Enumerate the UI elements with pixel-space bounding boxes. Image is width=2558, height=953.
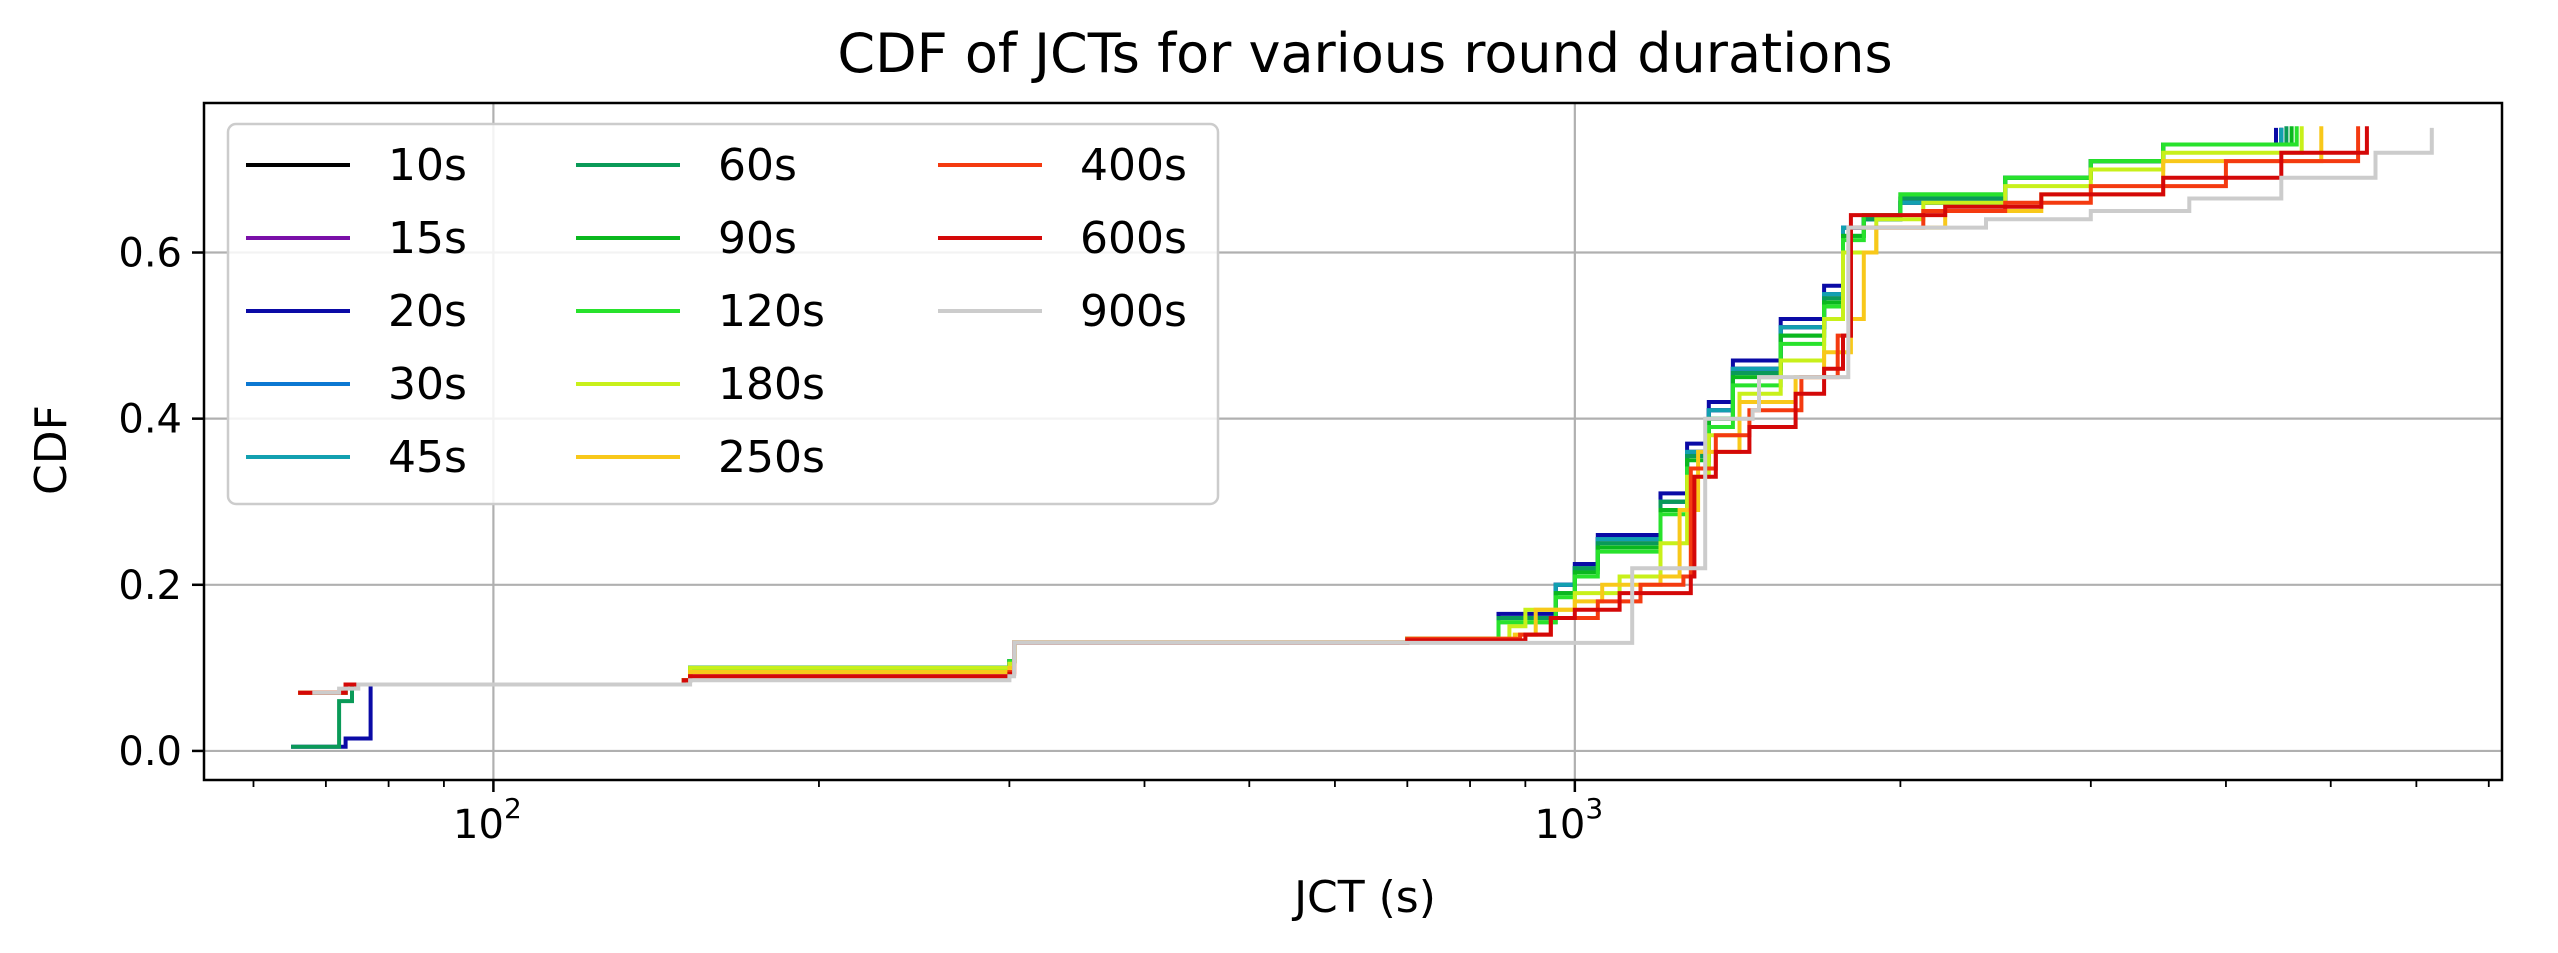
legend-box	[226, 122, 1220, 506]
legend-label-120s: 120s	[718, 286, 825, 337]
legend-label-400s: 400s	[1080, 140, 1187, 191]
legend-label-180s: 180s	[718, 359, 825, 410]
series-line-900s	[312, 127, 2434, 695]
legend-label-90s: 90s	[718, 213, 797, 264]
series-line-600s	[298, 126, 2369, 695]
legend-label-900s: 900s	[1080, 286, 1187, 337]
x-tick-label: 102	[453, 792, 522, 848]
legend-label-30s: 30s	[388, 359, 467, 410]
legend-label-15s: 15s	[388, 213, 467, 264]
x-tick-label: 103	[1534, 792, 1603, 848]
y-axis-label: CDF	[26, 405, 77, 495]
y-tick-label: 0.6	[118, 231, 182, 277]
legend-label-45s: 45s	[388, 432, 467, 483]
legend-label-10s: 10s	[388, 140, 467, 191]
axis-ticks: 0.0 0.2 0.4 0.6 102 103	[118, 231, 2490, 848]
legend-label-600s: 600s	[1080, 213, 1187, 264]
y-tick-label: 0.4	[118, 397, 182, 443]
y-tick-label: 0.0	[118, 729, 182, 775]
series-lines	[291, 126, 2434, 749]
plot-frame	[202, 101, 2504, 782]
legend-label-20s: 20s	[388, 286, 467, 337]
legend-label-250s: 250s	[718, 432, 825, 483]
legend: 10s 15s 20s 30s 45s 60s 90s 120s 180s 250s 400s 600…	[226, 122, 1220, 506]
x-axis-label: JCT (s)	[1291, 872, 1436, 923]
series-line-180s	[298, 126, 2304, 695]
chart-title: CDF of JCTs for various round durations	[837, 22, 1892, 85]
legend-label-60s: 60s	[718, 140, 797, 191]
y-tick-label: 0.2	[118, 563, 182, 609]
